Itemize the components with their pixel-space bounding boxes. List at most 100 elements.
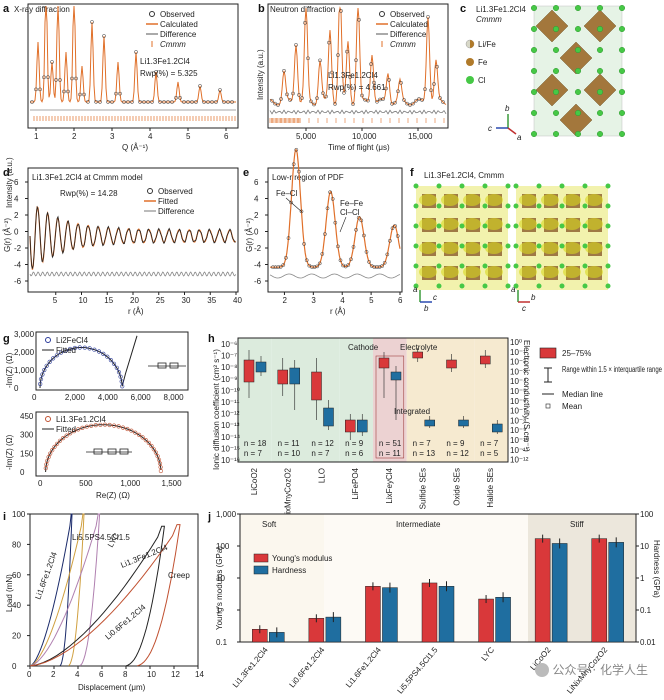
equivalent-circuit-icon-top [148,362,186,369]
legend-difference: Difference [390,30,427,39]
observed-point [138,100,142,104]
observed-point [356,215,361,220]
observed-point [346,263,351,267]
integrated-box [375,355,405,459]
panel-a-ylabel: Intensity (a.u.) [5,157,14,208]
observed-point [402,98,406,102]
panel-h-y2label: Electronic conductivity (S cm⁻¹) [522,340,531,452]
ionic-box [277,369,288,385]
xtick-label: 10 [79,296,88,305]
cl-atom [436,183,442,189]
observed-point [50,448,55,453]
panel-b-xlabel: Time of flight (μs) [328,143,390,152]
observed-point [302,242,306,246]
panel-h-ylabel: Ionic diffusion coefficient (cm² s⁻¹) [212,349,221,470]
svg-text:b: b [424,304,429,313]
observed-point [142,100,146,104]
cl-atom [619,130,626,137]
cl-atom [582,223,588,229]
panel-f-axes-icon-1: a c b [413,285,437,313]
svg-text:b: b [505,104,510,113]
ytick-label: 100 [12,510,26,519]
cl-atom [619,67,626,74]
observed-point [432,82,436,86]
cl-atom [413,283,419,289]
panel-h-yticks: 10⁻⁶10⁻⁷10⁻⁸10⁻⁹10⁻¹⁰10⁻¹¹10⁻¹²10⁻¹³10⁻¹… [221,338,529,465]
observed-point [198,84,202,88]
observed-point [78,92,82,97]
panel-f-title: Li1.3Fe1.2Cl4, Cmmm [424,171,504,180]
n-bottom-label: n = 11 [379,449,401,458]
y2tick-label: 10⁻¹ [510,348,526,357]
cl-atom [559,203,565,209]
observed-point [271,265,275,270]
ytick-label: 6 [254,178,259,187]
xtick-label: 14 [195,670,204,679]
panel-g-top-frame [35,331,189,391]
ionic-box [311,371,322,401]
svg-text:Fitted: Fitted [158,197,178,206]
ytick-label: -6 [14,277,22,286]
panel-i: i Load (mN) Li1.6Fe1.2Cl4 Li5.5PS4.5Cl1.5… [3,510,204,692]
panel-d-xticks: 5 10 15 20 25 30 35 40 [53,292,242,305]
isosurface-blob [563,242,581,254]
isosurface-blob [463,218,481,230]
panel-c-space-group: Cmmm [476,15,502,24]
panel-a-formula: Li1.3Fe1.2Cl4 [140,57,190,66]
panel-e-xlabel: r (Å) [330,307,346,316]
observed-point [408,103,412,107]
panel-i-yticks: 0 20 40 60 80 100 [12,510,30,671]
cl-atom [559,243,565,249]
observed-point [130,100,134,104]
observed-point [214,100,218,104]
panel-a-observed-points [30,20,234,104]
isosurface-blob [485,218,503,230]
observed-point [118,91,122,96]
panel-e-xticks: 2 3 4 5 6 [282,292,403,305]
cl-atom [536,283,542,289]
xtick-label: 15 [104,296,113,305]
svg-text:Mean: Mean [562,402,582,411]
observed-point [399,80,403,85]
observed-point [34,87,38,92]
y2tick-label: 10⁻¹¹ [510,446,529,455]
observed-point [312,102,316,107]
ytick-label: 0 [254,228,259,237]
panel-b-difference-line [269,109,447,115]
cl-atom [553,26,560,33]
panel-a-frame [27,3,239,129]
cl-atom [582,283,588,289]
panel-h: h Ionic diffusion coefficient (cm² s⁻¹) … [208,333,662,526]
observed-point [162,100,166,104]
ionic-box [345,419,356,433]
cl-atom [536,263,542,269]
n-top-label: n = 18 [244,439,267,448]
category-label: LLO [317,468,326,483]
cl-atom [553,4,560,11]
label-cathode: Cathode [348,343,379,352]
category-label: Li1.6Fe1.2Cl4 [344,645,383,689]
curve-label: Li5.5PS4.5Cl1.5 [72,533,130,542]
cl-atom [582,243,588,249]
xtick-label: 1 [34,132,39,141]
y2tick-label: 1 [640,574,645,583]
observed-point [438,96,442,100]
y2tick-label: 0.1 [640,606,652,615]
n-bottom-label: n = 10 [278,449,301,458]
load-curve [29,525,165,667]
observed-point [381,97,385,101]
observed-point [38,381,43,387]
y2tick-label: 10⁻⁸ [510,416,527,425]
category-bg [238,338,272,462]
ytick-label: 1 [216,606,221,615]
observed-point [129,428,134,433]
observed-point [380,264,384,268]
ytick-label: 10⁻⁹ [221,375,238,384]
panel-g: g -Im(Z) (Ω) -Im(Z) (Ω) Li2FeCl4 Fitted … [3,330,189,500]
fe-octahedron [559,41,593,75]
observed-point [423,87,427,92]
observed-point [122,100,126,104]
svg-text:Observed: Observed [158,187,193,196]
category-label: LiNixMnyCozO2 [284,467,293,525]
cl-atom [619,47,626,54]
